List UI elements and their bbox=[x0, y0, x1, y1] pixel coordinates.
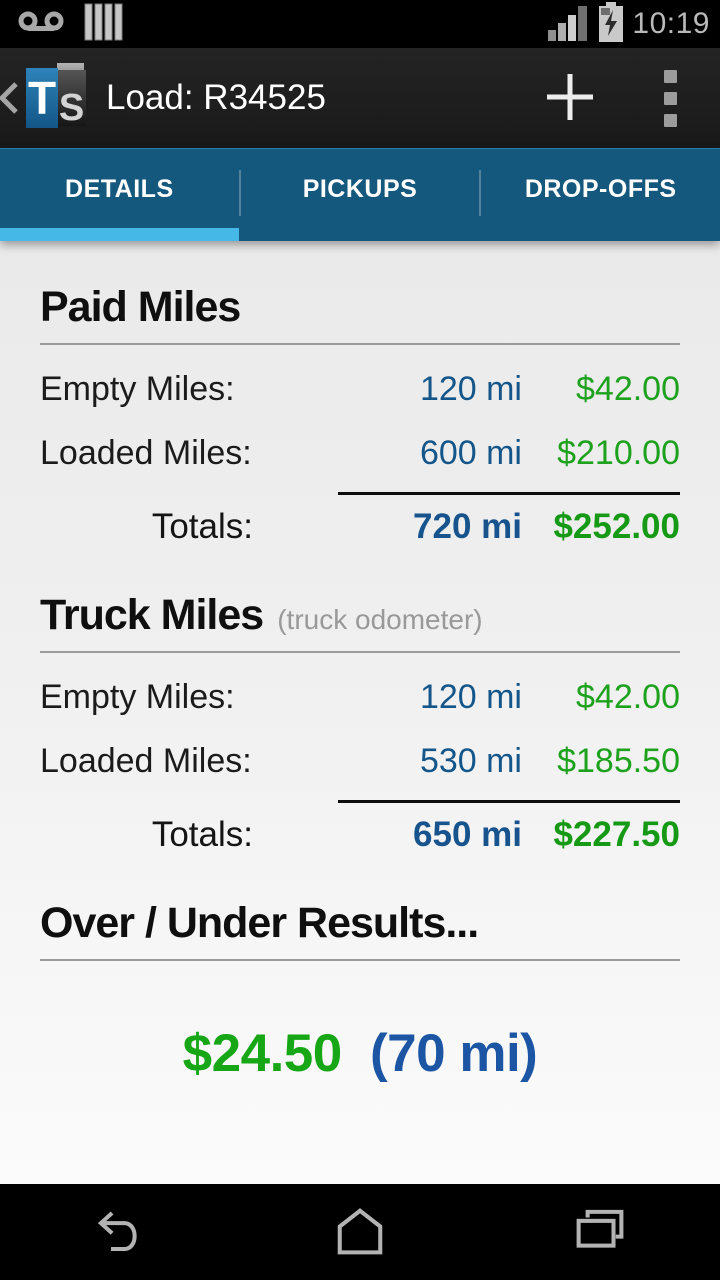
overflow-menu-icon bbox=[663, 69, 677, 127]
plus-icon bbox=[541, 68, 599, 129]
tab-divider bbox=[479, 170, 482, 216]
truck-miles-title: Truck Miles bbox=[40, 591, 264, 639]
over-under-heading: Over / Under Results... bbox=[40, 899, 680, 948]
over-under-title: Over / Under Results... bbox=[40, 899, 479, 947]
over-under-result: $24.50 (70 mi) bbox=[40, 1023, 680, 1084]
tab-divider bbox=[238, 170, 241, 216]
android-nav-bar bbox=[0, 1184, 720, 1280]
table-row: Empty Miles: 120 mi $42.00 bbox=[40, 370, 680, 409]
table-row: Loaded Miles: 530 mi $185.50 bbox=[40, 742, 680, 781]
recents-icon bbox=[573, 1206, 627, 1259]
totals-miles: 650 mi bbox=[413, 815, 522, 854]
add-button[interactable] bbox=[520, 48, 620, 148]
truck-miles-subtitle: (truck odometer) bbox=[277, 604, 483, 635]
result-miles: (70 mi) bbox=[370, 1024, 538, 1083]
tab-drop-offs[interactable]: DROP-OFFS bbox=[481, 149, 720, 241]
totals-label: Totals: bbox=[151, 507, 253, 546]
status-bar-system: 10:19 bbox=[548, 0, 710, 48]
result-amount: $24.50 bbox=[182, 1024, 343, 1083]
totals-label: Totals: bbox=[151, 815, 253, 854]
row-label: Empty Miles: bbox=[40, 370, 235, 408]
clock-text: 10:19 bbox=[632, 7, 710, 40]
totals-row: Totals: 650 mi $227.50 bbox=[40, 815, 680, 855]
status-bar-notifications bbox=[18, 3, 124, 46]
tab-bar: DETAILS PICKUPS DROP-OFFS bbox=[0, 148, 720, 241]
page-title: Load: R34525 bbox=[106, 78, 326, 117]
totals-miles: 720 mi bbox=[413, 507, 522, 546]
paid-miles-heading: Paid Miles bbox=[40, 283, 680, 332]
truck-miles-heading: Truck Miles (truck odometer) bbox=[40, 591, 680, 640]
signal-strength-icon bbox=[548, 3, 590, 46]
totals-amount: $252.00 bbox=[553, 507, 680, 546]
section-divider bbox=[40, 959, 680, 961]
totals-amount: $227.50 bbox=[553, 815, 680, 854]
status-bar: 10:19 bbox=[0, 0, 720, 48]
back-icon bbox=[93, 1206, 147, 1259]
totals-divider bbox=[338, 800, 680, 803]
paid-miles-title: Paid Miles bbox=[40, 283, 241, 331]
back-chevron-icon[interactable] bbox=[0, 76, 20, 120]
nav-back-button[interactable] bbox=[0, 1184, 240, 1280]
battery-charging-icon bbox=[598, 1, 624, 47]
row-miles: 120 mi bbox=[419, 370, 522, 408]
row-label: Loaded Miles: bbox=[40, 434, 252, 472]
row-amount: $185.50 bbox=[557, 742, 680, 780]
table-row: Loaded Miles: 600 mi $210.00 bbox=[40, 434, 680, 473]
row-miles: 120 mi bbox=[419, 678, 522, 716]
media-bars-icon bbox=[84, 3, 124, 46]
details-content: Paid Miles Empty Miles: 120 mi $42.00 Lo… bbox=[0, 241, 720, 1184]
totals-divider bbox=[338, 492, 680, 495]
logo-letter-s: S bbox=[57, 70, 86, 127]
action-bar: S T Load: R34525 bbox=[0, 48, 720, 148]
tab-pickups[interactable]: PICKUPS bbox=[241, 149, 480, 241]
action-bar-actions bbox=[520, 48, 720, 148]
nav-recents-button[interactable] bbox=[480, 1184, 720, 1280]
overflow-menu-button[interactable] bbox=[620, 48, 720, 148]
row-label: Loaded Miles: bbox=[40, 742, 252, 780]
row-label: Empty Miles: bbox=[40, 678, 235, 716]
tab-details[interactable]: DETAILS bbox=[0, 149, 239, 241]
totals-row: Totals: 720 mi $252.00 bbox=[40, 507, 680, 547]
logo-letter-t: T bbox=[26, 68, 58, 128]
table-row: Empty Miles: 120 mi $42.00 bbox=[40, 678, 680, 717]
home-icon bbox=[333, 1206, 387, 1259]
row-amount: $42.00 bbox=[576, 370, 680, 408]
app-logo[interactable]: S T bbox=[26, 63, 86, 128]
row-miles: 600 mi bbox=[419, 434, 522, 472]
row-miles: 530 mi bbox=[419, 742, 522, 780]
section-divider bbox=[40, 651, 680, 653]
row-amount: $42.00 bbox=[576, 678, 680, 716]
section-divider bbox=[40, 343, 680, 345]
nav-home-button[interactable] bbox=[240, 1184, 480, 1280]
voicemail-icon bbox=[18, 8, 64, 41]
row-amount: $210.00 bbox=[557, 434, 680, 472]
